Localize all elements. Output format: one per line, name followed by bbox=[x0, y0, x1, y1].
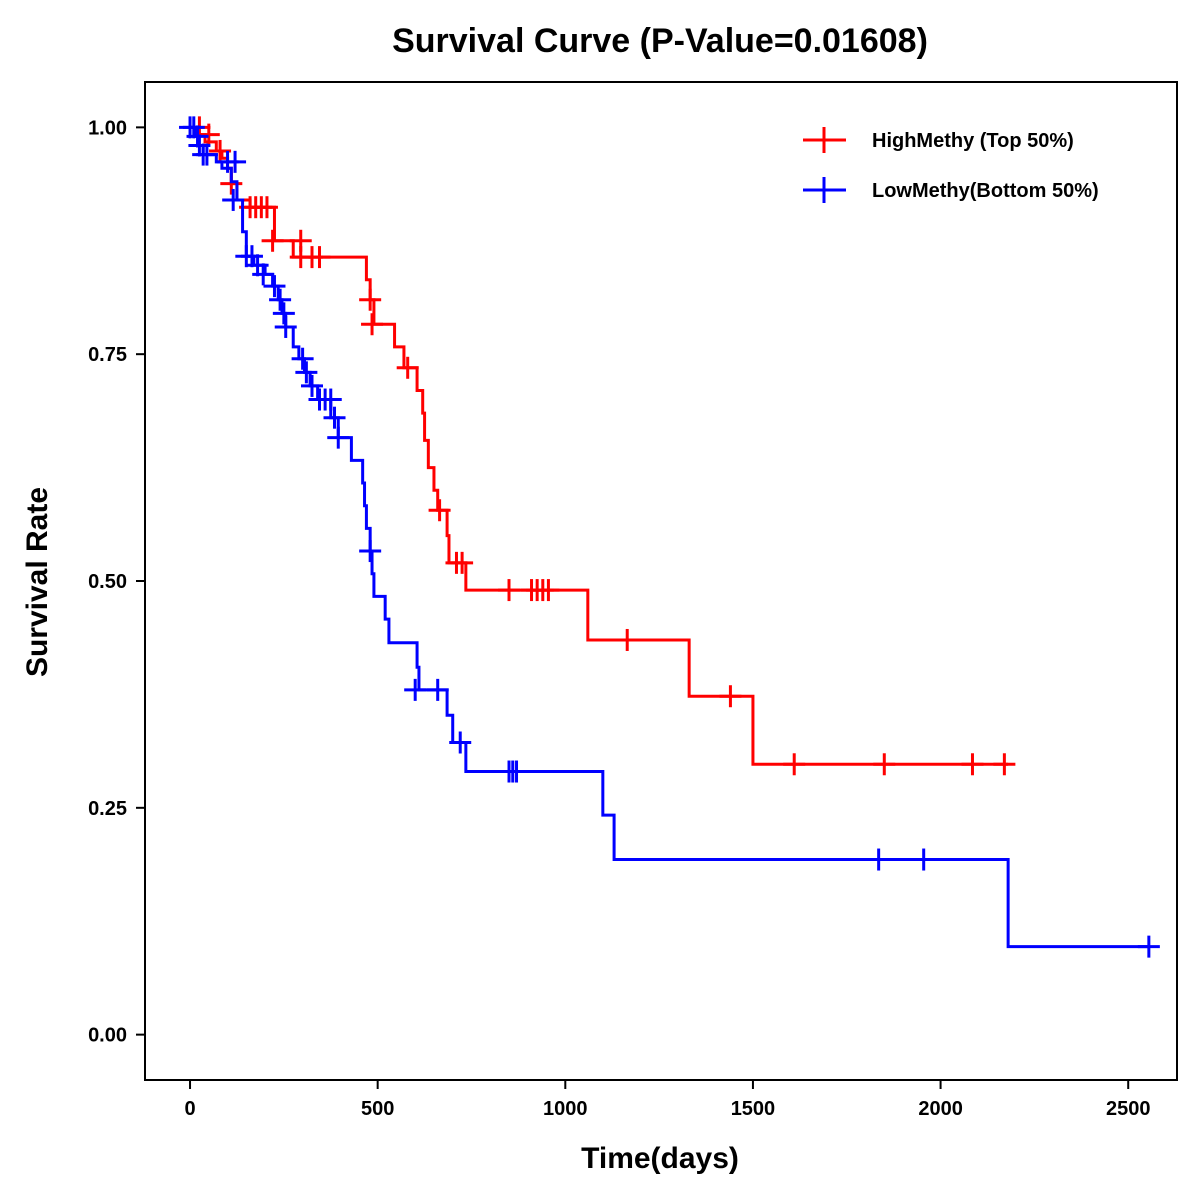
x-tick-label: 1500 bbox=[731, 1098, 776, 1120]
censor-mark bbox=[327, 426, 350, 449]
censor-mark bbox=[274, 315, 297, 338]
censor-mark bbox=[197, 123, 220, 146]
censor-mark bbox=[426, 678, 449, 701]
censor-mark bbox=[195, 143, 218, 166]
censor-mark bbox=[719, 685, 742, 708]
censor-mark bbox=[252, 263, 275, 286]
censor-mark bbox=[261, 229, 284, 252]
censor-mark bbox=[255, 196, 278, 219]
censor-mark bbox=[451, 551, 474, 574]
legend-label-low: LowMethy(Bottom 50%) bbox=[872, 180, 1099, 202]
censor-mark bbox=[222, 188, 245, 211]
censor-mark bbox=[537, 579, 560, 602]
censor-mark bbox=[186, 125, 209, 148]
survival-step-line bbox=[190, 125, 1149, 949]
censor-mark bbox=[319, 388, 342, 411]
censor-mark bbox=[182, 116, 205, 139]
censor-mark bbox=[961, 753, 984, 776]
censor-mark bbox=[404, 678, 427, 701]
series-layer bbox=[179, 116, 1160, 958]
y-tick-label: 0.50 bbox=[88, 571, 127, 593]
censor-mark bbox=[323, 406, 346, 429]
censor-mark bbox=[272, 302, 295, 325]
censor-mark bbox=[361, 313, 384, 336]
censor-mark bbox=[428, 499, 451, 522]
censor-mark bbox=[498, 579, 521, 602]
y-axis: 0.00 0.25 0.50 0.75 1.00 bbox=[88, 117, 145, 1047]
x-tick-label: 2000 bbox=[918, 1098, 963, 1120]
series-1 bbox=[179, 116, 1160, 958]
y-tick-label: 0.75 bbox=[88, 344, 127, 366]
censor-mark bbox=[240, 245, 263, 268]
censor-mark bbox=[291, 347, 314, 370]
y-tick-label: 1.00 bbox=[88, 117, 127, 139]
censor-mark bbox=[396, 356, 419, 379]
x-tick-label: 2500 bbox=[1106, 1098, 1151, 1120]
censor-mark bbox=[783, 753, 806, 776]
censor-mark bbox=[308, 246, 331, 269]
censor-mark bbox=[1137, 935, 1160, 958]
x-tick-label: 1000 bbox=[543, 1098, 588, 1120]
legend: HighMethy (Top 50%) LowMethy(Bottom 50%) bbox=[803, 127, 1099, 203]
censor-mark bbox=[359, 288, 382, 311]
censor-mark bbox=[300, 374, 323, 397]
y-axis-label: Survival Rate bbox=[21, 487, 54, 677]
x-axis: 0 500 1000 1500 2000 2500 bbox=[184, 1080, 1150, 1120]
y-tick-label: 0.25 bbox=[88, 798, 127, 820]
censor-mark bbox=[867, 848, 890, 871]
censor-mark bbox=[505, 760, 528, 783]
censor-mark bbox=[295, 361, 318, 384]
censor-mark bbox=[269, 288, 292, 311]
legend-label-high: HighMethy (Top 50%) bbox=[872, 130, 1074, 152]
censor-mark bbox=[263, 275, 286, 298]
x-tick-label: 500 bbox=[361, 1098, 394, 1120]
censor-mark bbox=[873, 753, 896, 776]
censor-mark bbox=[993, 753, 1016, 776]
x-axis-label: Time(days) bbox=[581, 1142, 739, 1175]
censor-mark bbox=[616, 628, 639, 651]
chart-title: Survival Curve (P-Value=0.01608) bbox=[392, 22, 928, 60]
y-tick-label: 0.00 bbox=[88, 1025, 127, 1047]
censor-mark bbox=[224, 150, 247, 173]
censor-mark bbox=[246, 254, 269, 277]
censor-mark bbox=[912, 848, 935, 871]
censor-mark bbox=[449, 731, 472, 754]
x-tick-label: 0 bbox=[184, 1098, 195, 1120]
censor-mark bbox=[359, 540, 382, 563]
